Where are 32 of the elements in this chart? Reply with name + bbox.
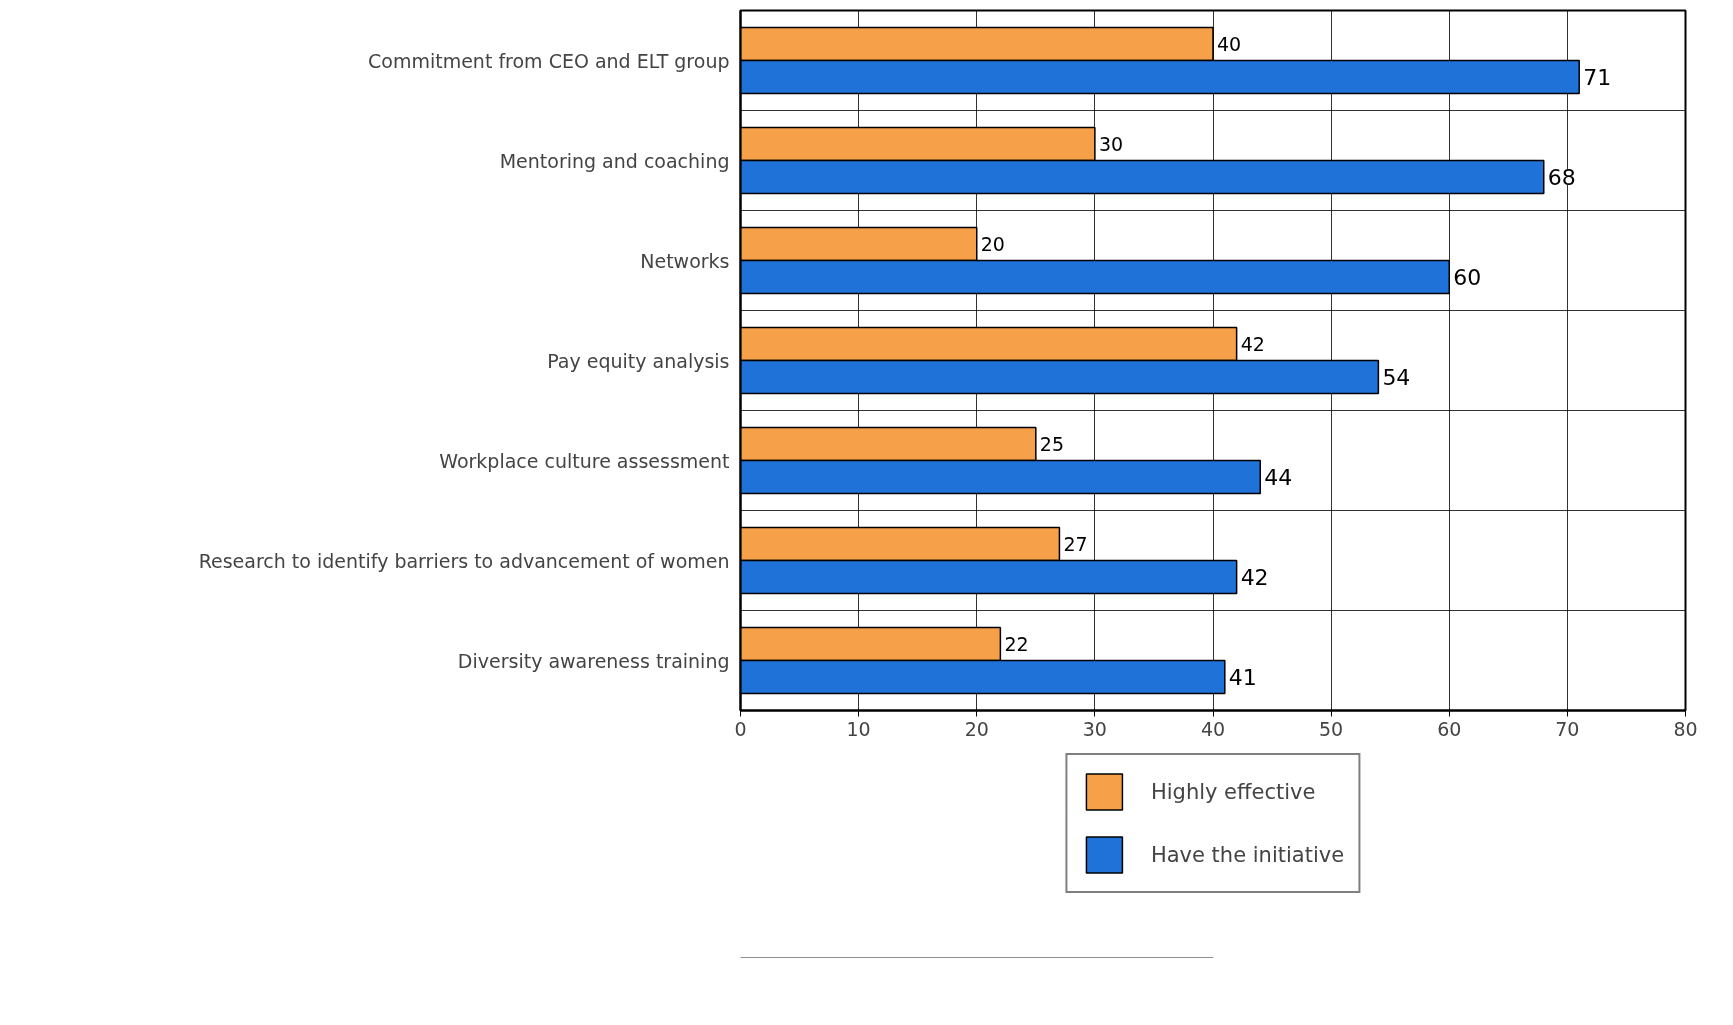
- y-tick-label: Mentoring and coaching: [499, 149, 730, 172]
- data-label: 25: [1039, 433, 1064, 455]
- x-tick-label: 40: [1200, 717, 1226, 740]
- x-tick-label: 60: [1437, 717, 1462, 740]
- y-tick-label: Research to identify barriers to advancement of women: [198, 549, 730, 572]
- y-tick-label: Pay equity analysis: [547, 349, 730, 372]
- data-label: 40: [1217, 33, 1242, 55]
- data-label: 41: [1228, 665, 1257, 690]
- x-tick-label: 30: [1082, 717, 1107, 740]
- data-label: 30: [1098, 133, 1124, 155]
- data-label: 20: [980, 233, 1005, 255]
- data-label: 42: [1240, 333, 1265, 355]
- x-tick-label: 10: [846, 717, 871, 740]
- y-tick-label: Networks: [640, 249, 730, 272]
- y-tick-label: Diversity awareness training: [457, 649, 730, 672]
- y-tick-label: Workplace culture assessment: [439, 449, 730, 472]
- data-label: 27: [1063, 533, 1088, 555]
- data-label: 54: [1382, 365, 1411, 390]
- y-tick-label: Commitment from CEO and ELT group: [368, 49, 730, 72]
- legend-label: Highly effective: [1150, 779, 1316, 804]
- x-tick-label: 80: [1673, 717, 1698, 740]
- data-label: 44: [1264, 465, 1293, 490]
- x-tick-label: 50: [1319, 717, 1344, 740]
- x-tick-label: 0: [734, 717, 747, 740]
- legend-label: Have the initiative: [1150, 842, 1345, 867]
- x-tick-label: 70: [1555, 717, 1580, 740]
- data-label: 68: [1547, 165, 1576, 190]
- data-label: 22: [1004, 633, 1029, 655]
- x-tick-label: 20: [964, 717, 989, 740]
- data-label: 60: [1453, 265, 1482, 290]
- data-label: 71: [1583, 65, 1612, 90]
- data-label: 42: [1240, 565, 1269, 590]
